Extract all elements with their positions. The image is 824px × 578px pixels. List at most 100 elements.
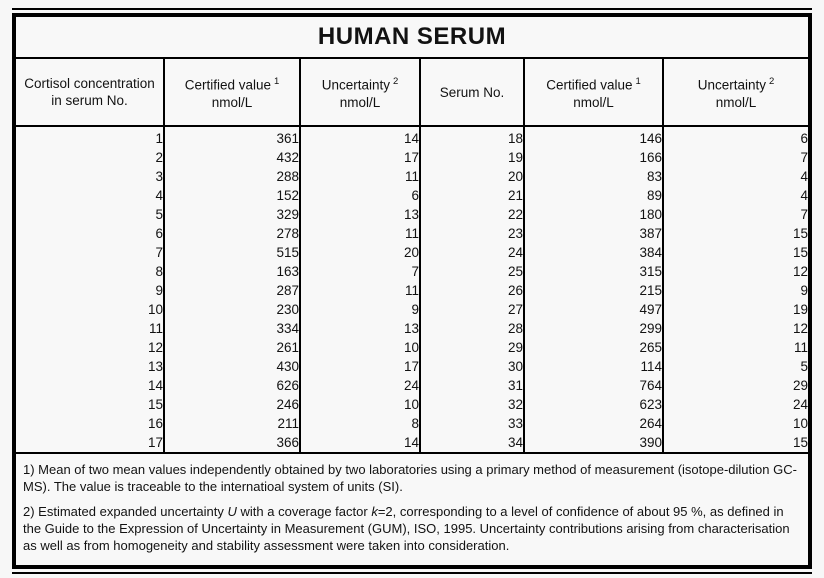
table-row: 16 211 8 33 264 10 (16, 414, 809, 433)
footnote-2: 2) Estimated expanded uncertainty U with… (23, 503, 798, 554)
column-header-uncertainty-left: Uncertainty 2 nmol/L (299, 58, 420, 127)
uncertainty-cell: 7 (661, 148, 809, 167)
certified-value-cell: 315 (523, 262, 663, 281)
serum-no-cell: 23 (419, 224, 524, 243)
uncertainty-cell: 4 (661, 186, 809, 205)
certified-value-cell: 288 (163, 167, 300, 186)
certified-value-cell: 366 (163, 433, 300, 453)
uncertainty-cell: 9 (661, 281, 809, 300)
page-title: HUMAN SERUM (16, 17, 809, 59)
footnote-2-symbol-k: k (371, 504, 378, 519)
uncertainty-cell: 7 (661, 205, 809, 224)
column-label: Cortisol concentration in serum No. (24, 76, 155, 108)
serum-no-cell: 11 (148, 321, 163, 336)
uncertainty-cell: 6 (299, 186, 420, 205)
column-unit: nmol/L (573, 94, 614, 110)
certified-value-cell: 180 (523, 205, 663, 224)
footnote-2-text: with a coverage factor (236, 504, 372, 519)
uncertainty-cell: 17 (299, 357, 420, 376)
footnotes-row: 1) Mean of two mean values independently… (16, 452, 809, 565)
uncertainty-cell: 11 (299, 281, 420, 300)
table-row: 1 361 14 18 146 6 (16, 126, 809, 148)
certified-value-cell: 299 (523, 319, 663, 338)
uncertainty-cell: 20 (299, 243, 420, 262)
column-label: Uncertainty (697, 77, 766, 93)
table-row: 6 278 11 23 387 15 (16, 224, 809, 243)
uncertainty-cell: 6 (661, 126, 809, 148)
uncertainty-cell: 11 (661, 338, 809, 357)
column-label: Certified value (546, 77, 633, 93)
serum-no-cell: 13 (147, 359, 163, 374)
serum-no-cell: 17 (147, 435, 163, 450)
table-row: 2 432 17 19 166 7 (16, 148, 809, 167)
serum-no-cell: 28 (419, 319, 524, 338)
uncertainty-cell: 24 (661, 395, 809, 414)
serum-no-cell: 26 (419, 281, 524, 300)
certified-value-cell: 361 (163, 126, 300, 148)
table-row: 3 288 11 20 83 4 (16, 167, 809, 186)
footnote-2-text: 2) Estimated expanded uncertainty (23, 504, 228, 519)
serum-no-cell: 18 (419, 126, 524, 148)
table-row: 15 246 10 32 623 24 (16, 395, 809, 414)
certified-value-cell: 384 (523, 243, 663, 262)
serum-no-cell: 34 (419, 433, 524, 453)
column-unit: nmol/L (339, 94, 381, 110)
certified-value-cell: 390 (523, 433, 663, 453)
table-row: 11 334 13 28 299 12 (16, 319, 809, 338)
serum-no-cell: 3 (155, 169, 163, 184)
certified-value-cell: 89 (523, 186, 663, 205)
footnote-ref-2: 2 (769, 76, 775, 88)
certified-value-cell: 623 (523, 395, 663, 414)
certified-value-cell: 497 (523, 300, 663, 319)
table-row: 5 329 13 22 180 7 (16, 205, 809, 224)
certificate-document: HUMAN SERUM Cortisol concentration in se… (12, 8, 812, 574)
certified-value-cell: 278 (163, 224, 300, 243)
certified-value-cell: 329 (163, 205, 300, 224)
column-header-serum-no: Serum No. (419, 58, 524, 127)
table-row: 8 163 7 25 315 12 (16, 262, 809, 281)
serum-no-cell: 8 (155, 264, 163, 279)
column-header-certified-value-left: Certified value 1 nmol/L (163, 58, 300, 127)
serum-no-cell: 15 (147, 397, 163, 412)
certified-value-cell: 114 (523, 357, 663, 376)
serum-no-cell: 31 (419, 376, 524, 395)
serum-no-cell: 27 (419, 300, 524, 319)
uncertainty-cell: 29 (661, 376, 809, 395)
certified-value-cell: 230 (163, 300, 300, 319)
certified-value-cell: 430 (163, 357, 300, 376)
table-row: 4 152 6 21 89 4 (16, 186, 809, 205)
uncertainty-cell: 9 (299, 300, 420, 319)
serum-no-cell: 16 (147, 416, 163, 431)
uncertainty-cell: 24 (299, 376, 420, 395)
uncertainty-cell: 8 (299, 414, 420, 433)
certified-value-cell: 83 (523, 167, 663, 186)
uncertainty-cell: 14 (299, 126, 420, 148)
serum-no-cell: 21 (419, 186, 524, 205)
uncertainty-cell: 12 (661, 262, 809, 281)
table-row: 14 626 24 31 764 29 (16, 376, 809, 395)
footnote-2-text: =2, corresponding to a level of confiden… (23, 504, 790, 553)
footnote-1: 1) Mean of two mean values independently… (23, 462, 797, 494)
uncertainty-cell: 4 (661, 167, 809, 186)
table-row: 10 230 9 27 497 19 (16, 300, 809, 319)
serum-no-cell: 20 (419, 167, 524, 186)
table-frame: HUMAN SERUM Cortisol concentration in se… (12, 13, 812, 569)
column-unit: nmol/L (715, 94, 757, 110)
certified-value-cell: 432 (163, 148, 300, 167)
certified-value-cell: 215 (523, 281, 663, 300)
column-label: Certified value (184, 77, 271, 93)
certified-value-cell: 211 (163, 414, 300, 433)
certified-value-cell: 265 (523, 338, 663, 357)
certified-value-cell: 166 (523, 148, 663, 167)
table-row: 7 515 20 24 384 15 (16, 243, 809, 262)
serum-no-cell: 24 (419, 243, 524, 262)
uncertainty-cell: 14 (299, 433, 420, 453)
uncertainty-cell: 10 (299, 395, 420, 414)
serum-no-cell: 29 (419, 338, 524, 357)
footnote-2-symbol-U: U (227, 504, 237, 519)
serum-no-cell: 32 (419, 395, 524, 414)
column-label: Serum No. (439, 84, 505, 100)
serum-no-cell: 30 (419, 357, 524, 376)
uncertainty-cell: 15 (661, 224, 809, 243)
